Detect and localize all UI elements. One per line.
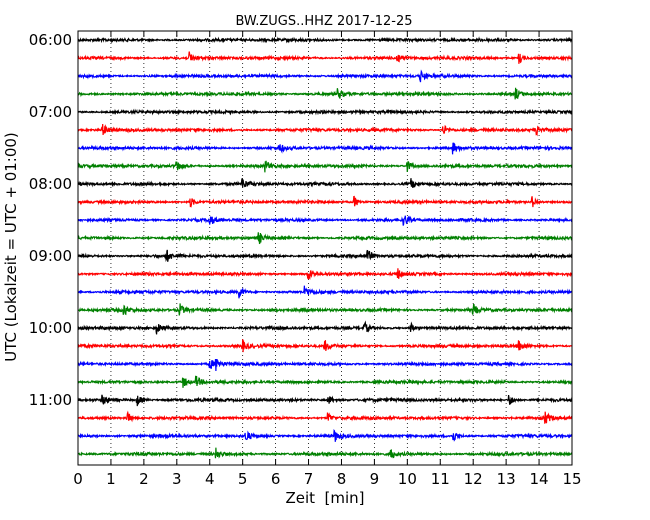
trace-2 xyxy=(77,51,573,64)
x-ticks: 0 1 2 3 4 5 6 7 8 9 10 11 12 13 14 15 xyxy=(73,31,582,488)
traces xyxy=(77,36,573,459)
x-tick-label: 4 xyxy=(205,470,215,488)
y-tick-label: 06:00 xyxy=(29,31,72,49)
trace-1 xyxy=(77,36,573,44)
trace-23 xyxy=(77,428,573,442)
chart-title: BW.ZUGS..HHZ 2017-12-25 xyxy=(235,14,412,29)
trace-20 xyxy=(77,375,573,388)
trace-11 xyxy=(77,215,573,226)
y-axis-label: UTC (Lokalzeit = UTC + 01:00) xyxy=(2,132,20,362)
x-tick-label: 10 xyxy=(398,470,417,488)
trace-15 xyxy=(77,285,573,299)
trace-16 xyxy=(77,303,573,316)
y-tick-label: 07:00 xyxy=(29,103,72,121)
x-tick-label: 3 xyxy=(172,470,182,488)
x-axis-label: Zeit [min] xyxy=(285,489,364,507)
trace-18 xyxy=(77,339,573,353)
grid-lines xyxy=(110,31,540,465)
trace-6 xyxy=(77,123,573,137)
trace-3 xyxy=(77,69,573,83)
x-tick-label: 11 xyxy=(431,470,450,488)
x-tick-label: 14 xyxy=(530,470,549,488)
trace-22 xyxy=(77,410,573,424)
x-tick-label: 13 xyxy=(497,470,516,488)
y-tick-label: 10:00 xyxy=(29,319,72,337)
x-tick-label: 15 xyxy=(562,470,581,488)
trace-10 xyxy=(77,195,573,208)
trace-9 xyxy=(77,178,573,188)
x-tick-label: 7 xyxy=(304,470,314,488)
x-tick-label: 0 xyxy=(73,470,83,488)
x-tick-label: 9 xyxy=(370,470,380,488)
x-tick-label: 5 xyxy=(238,470,248,488)
y-tick-label: 08:00 xyxy=(29,175,72,193)
x-tick-label: 1 xyxy=(106,470,116,488)
x-tick-label: 6 xyxy=(271,470,281,488)
y-tick-label: 09:00 xyxy=(29,247,72,265)
trace-17 xyxy=(77,320,573,335)
x-tick-label: 2 xyxy=(139,470,149,488)
trace-7 xyxy=(77,142,573,155)
trace-19 xyxy=(77,358,573,372)
y-tick-label: 11:00 xyxy=(29,391,72,409)
trace-14 xyxy=(77,268,573,280)
trace-13 xyxy=(77,249,573,263)
axes-frame xyxy=(77,30,573,466)
trace-12 xyxy=(77,232,573,245)
x-tick-label: 8 xyxy=(337,470,347,488)
trace-5 xyxy=(77,108,573,116)
trace-8 xyxy=(77,160,573,173)
trace-24 xyxy=(77,447,573,459)
trace-21 xyxy=(77,394,573,407)
trace-4 xyxy=(77,87,573,100)
y-ticks: 06:00 07:00 08:00 09:00 10:00 11:00 xyxy=(29,31,572,409)
x-tick-label: 12 xyxy=(464,470,483,488)
